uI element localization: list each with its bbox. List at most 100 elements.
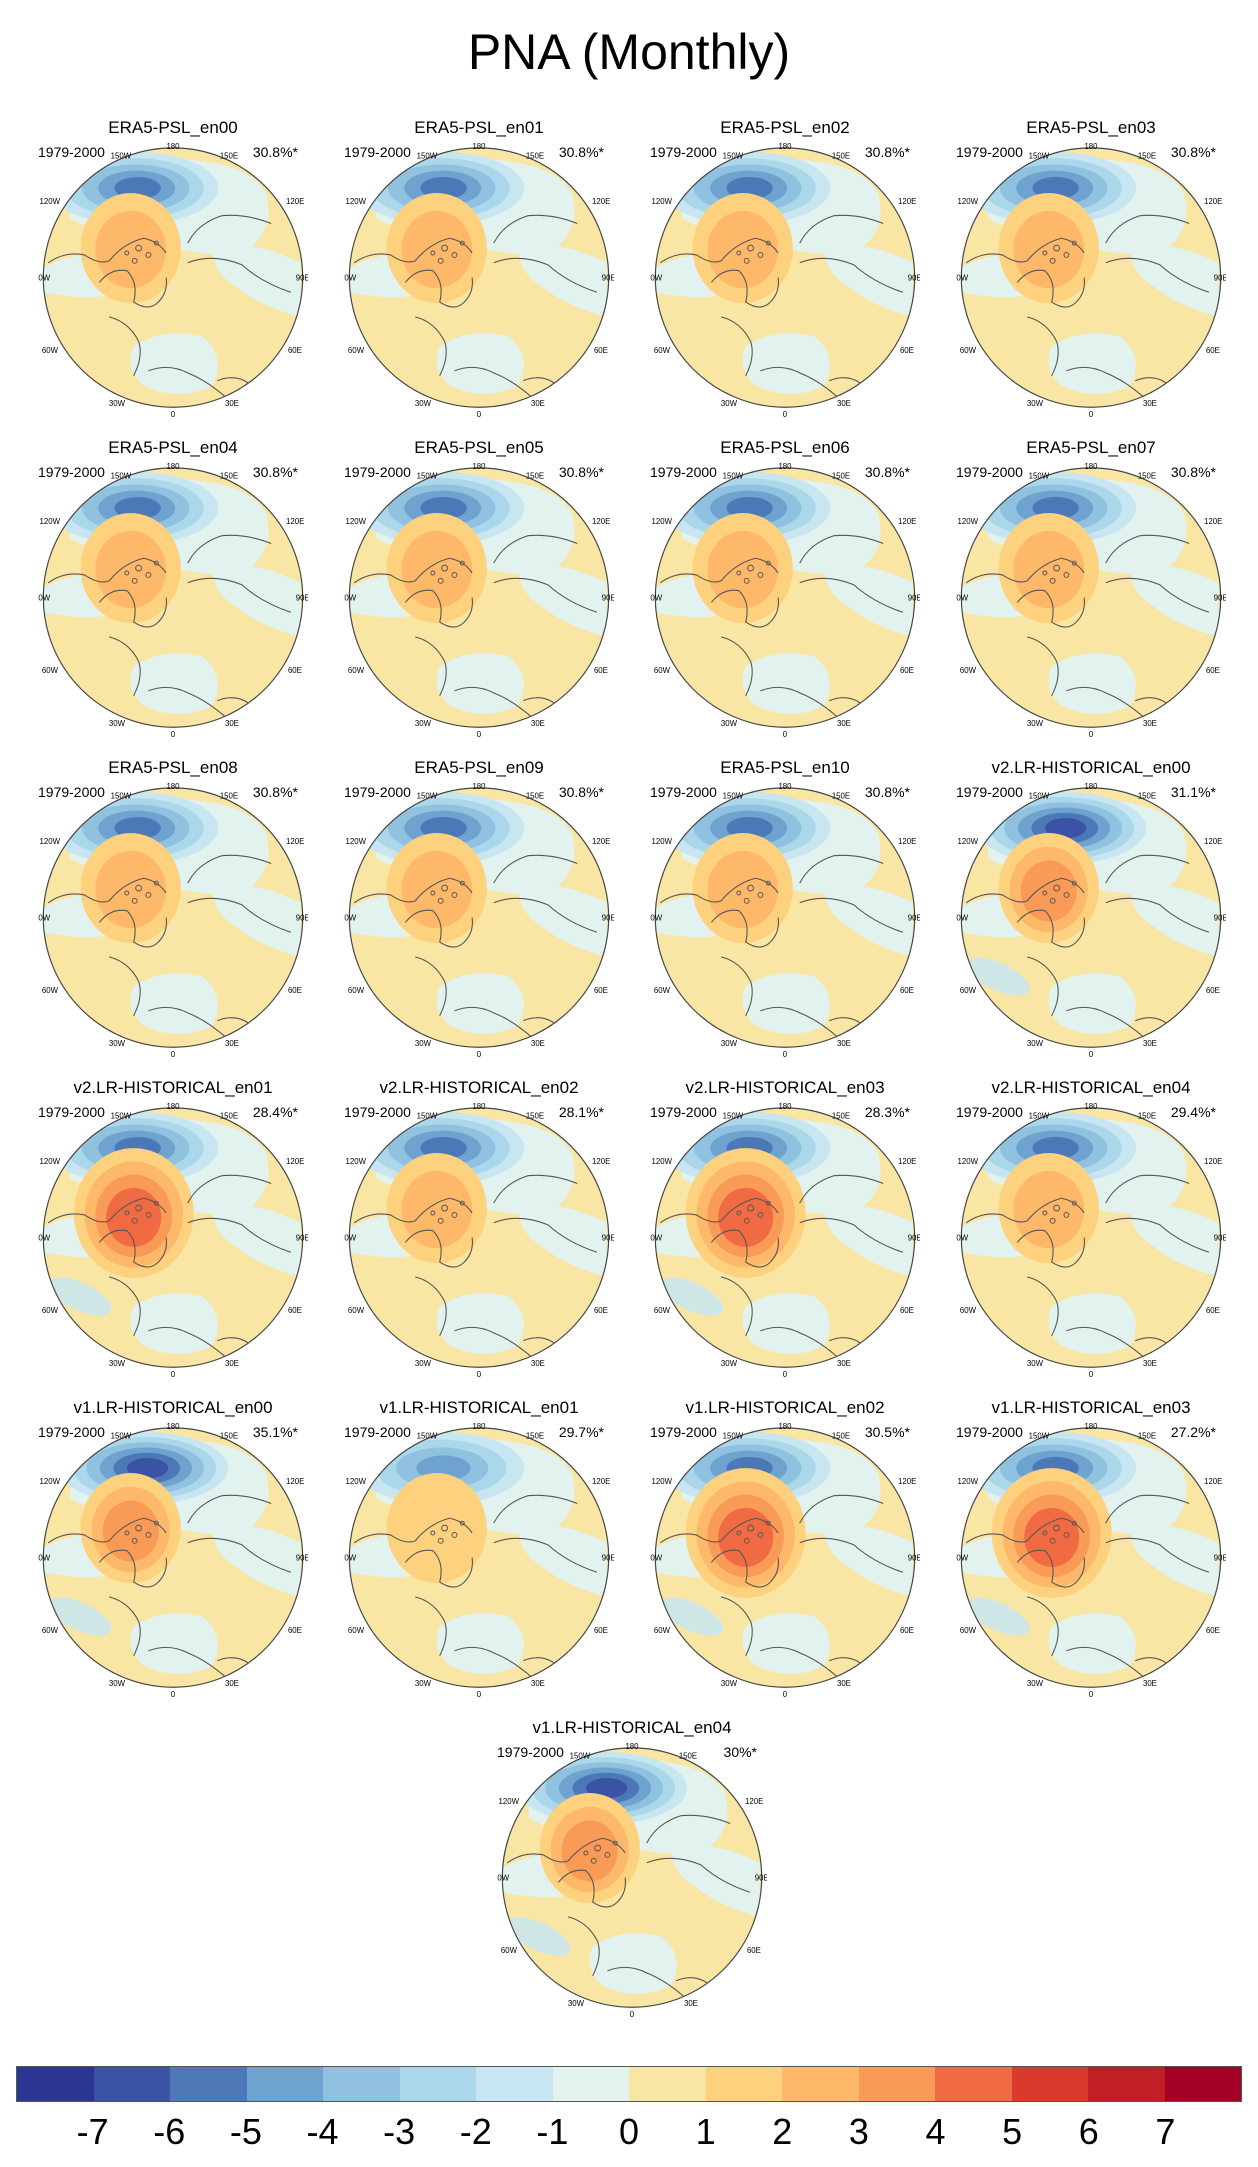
coastline (148, 1326, 228, 1359)
coastline (454, 686, 534, 719)
longitude-label-lr: 60E (594, 986, 608, 995)
longitude-label-tl: 150W (111, 1112, 132, 1121)
island (765, 560, 771, 566)
pattern-field (43, 147, 303, 408)
longitude-label-ll: 60W (654, 346, 671, 355)
longitude-label-bl: 30W (721, 1359, 738, 1368)
longitude-label-bottom: 0 (783, 1690, 788, 1699)
polar-map: 180 150W 150E 120W 120E 90W 90E 60W 60E 30W 30E 0 (344, 1102, 614, 1379)
island (131, 897, 138, 904)
longitude-label-ur: 120E (898, 1477, 916, 1486)
coastline (659, 877, 779, 904)
colorbar-swatch (858, 2067, 935, 2101)
island (459, 1200, 465, 1206)
longitude-label-ll: 60W (42, 1626, 59, 1635)
positive-contour (707, 210, 779, 289)
coastline (415, 316, 447, 377)
panel-percent: 35.1%* (252, 1424, 298, 1440)
panel-title: ERA5-PSL_en06 (720, 438, 850, 457)
positive-contour (401, 1170, 473, 1249)
coastline (404, 909, 473, 948)
coastline (710, 589, 779, 628)
coastline (1027, 316, 1059, 377)
polar-map: 180 150W 150E 120W 120E 90W 90E 60W 60E 30W 30E 0 (650, 1422, 920, 1699)
map-border (654, 1107, 916, 1368)
coastline (646, 1814, 731, 1844)
longitude-label-bottom: 0 (477, 1370, 482, 1379)
longitude-label-top: 180 (778, 782, 792, 791)
coastline (1066, 1646, 1146, 1679)
longitude-label-ml: 90W (956, 593, 969, 602)
panel-title: ERA5-PSL_en00 (108, 118, 238, 137)
island (441, 244, 449, 252)
island (747, 244, 755, 252)
island (135, 1204, 143, 1212)
coastline (353, 237, 473, 264)
longitude-label-br: 30E (837, 1039, 851, 1048)
island (583, 1850, 589, 1856)
colorbar-swatch (17, 2067, 94, 2101)
longitude-label-tl: 150W (1029, 472, 1050, 481)
negative-contour (1044, 817, 1087, 839)
neutral-region (742, 1293, 830, 1354)
longitude-label-ml: 90W (38, 1553, 51, 1562)
island (747, 1524, 755, 1532)
panel-title: ERA5-PSL_en07 (1026, 438, 1156, 457)
island (743, 257, 750, 264)
island (1063, 572, 1070, 578)
panel-percent: 29.4%* (1170, 1104, 1216, 1120)
longitude-label-ur: 120E (1204, 837, 1222, 846)
longitude-label-bottom: 0 (1089, 1370, 1094, 1379)
neutral-region (518, 885, 607, 957)
panel-percent: 30.8%* (1170, 464, 1216, 480)
longitude-label-ll: 60W (501, 1946, 518, 1955)
pattern-field (43, 1427, 303, 1688)
island (765, 880, 771, 886)
island (153, 1520, 159, 1526)
coastline (415, 956, 447, 1017)
longitude-label-lr: 60E (900, 346, 914, 355)
panel-years: 1979-2000 (956, 1424, 1023, 1440)
longitude-label-tr: 150E (220, 792, 238, 801)
island (1042, 1530, 1048, 1536)
longitude-label-mr: 90E (602, 913, 614, 922)
panel-percent: 31.1%* (1170, 784, 1216, 800)
coastline (659, 557, 779, 584)
panel-years: 1979-2000 (650, 464, 717, 480)
island (131, 1537, 138, 1544)
longitude-label-ml: 90W (497, 1873, 510, 1882)
polar-map: 180 150W 150E 120W 120E 90W 90E 60W 60E 30W 30E 0 (38, 1422, 308, 1699)
island (765, 1200, 771, 1206)
coastline (404, 1549, 473, 1588)
island (747, 884, 755, 892)
positive-contour (401, 210, 473, 289)
coastline (187, 897, 292, 933)
panel-years: 1979-2000 (650, 144, 717, 160)
coastline (493, 534, 578, 564)
longitude-label-ur: 120E (898, 197, 916, 206)
colorbar-tick-label: -1 (536, 2111, 569, 2152)
coastline (799, 577, 904, 613)
longitude-label-ul: 120W (958, 197, 979, 206)
coastline (1016, 909, 1085, 948)
coastline (47, 1517, 167, 1544)
island (135, 1524, 143, 1532)
neutral-region (824, 565, 913, 637)
longitude-label-ll: 60W (42, 986, 59, 995)
panel-percent: 29.7%* (558, 1424, 604, 1440)
coastline (1066, 366, 1146, 399)
atlantic-anomaly (659, 1277, 724, 1316)
neutral-region (212, 245, 301, 317)
island (757, 252, 764, 258)
positive-contour (561, 1820, 618, 1882)
longitude-label-mr: 90E (1214, 1553, 1226, 1562)
polar-map: 180 150W 150E 120W 120E 90W 90E 60W 60E 30W 30E 0 (650, 142, 920, 419)
longitude-label-ur: 120E (1204, 197, 1222, 206)
neutral-region (436, 1293, 524, 1354)
island (1049, 897, 1056, 904)
longitude-label-lr: 60E (900, 986, 914, 995)
positive-contour (1020, 860, 1077, 922)
neutral-region (1130, 565, 1219, 637)
coastline (493, 854, 578, 884)
longitude-label-mr: 90E (1214, 273, 1226, 282)
